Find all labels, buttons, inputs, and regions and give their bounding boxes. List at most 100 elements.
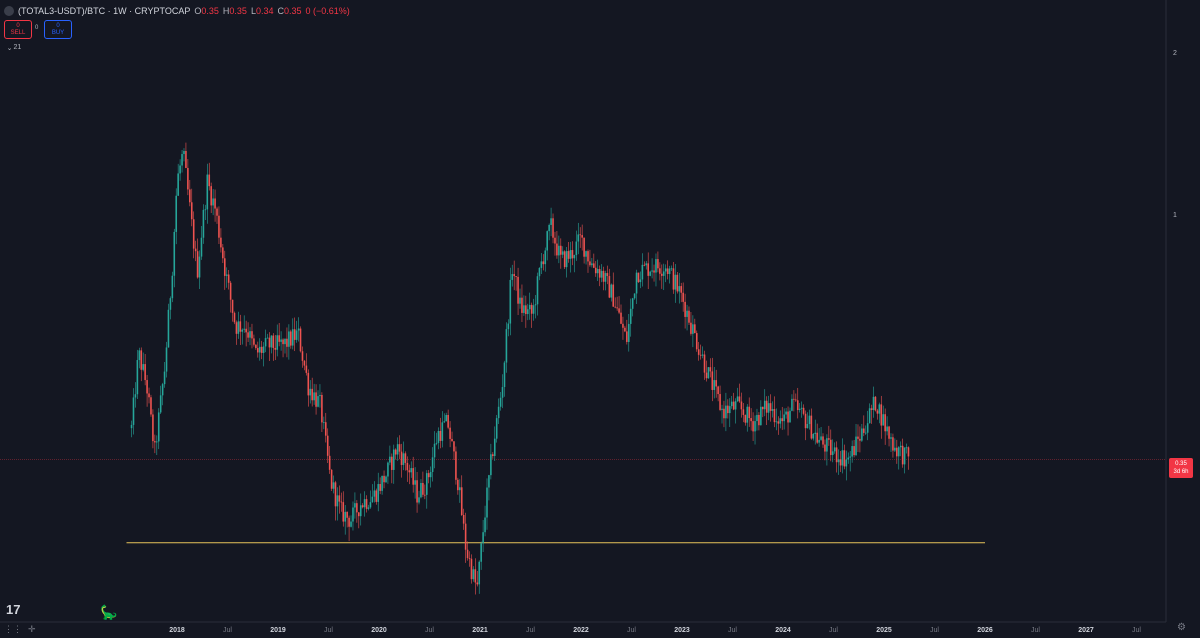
candle-body (167, 309, 170, 348)
candle-body (598, 269, 601, 278)
candle-body (276, 335, 279, 350)
candle-body (449, 427, 451, 439)
candle-body (629, 308, 632, 324)
candle-body (703, 354, 706, 373)
candle-body (596, 269, 599, 274)
candle-body (808, 415, 811, 425)
candle-body (777, 421, 780, 424)
candle-body (690, 322, 692, 334)
candle-body (220, 237, 222, 248)
candle-body (181, 154, 183, 166)
candle-body (189, 189, 191, 203)
candle-body (367, 507, 370, 509)
symbol-title[interactable]: (TOTAL3-USDT)/BTC · 1W · CRYPTOCAP (18, 6, 191, 16)
candle-body (608, 276, 611, 298)
drag-handle-icon[interactable]: ⋮⋮ (4, 624, 22, 634)
candle-body (831, 451, 834, 455)
candle-body (297, 328, 300, 331)
candle-body (455, 451, 457, 480)
candle-body (631, 298, 634, 309)
candle-body (323, 422, 325, 424)
candle-body (647, 263, 650, 276)
candle-body (793, 398, 795, 400)
candle-body (346, 511, 348, 518)
candle-body (573, 255, 576, 259)
candle-body (662, 271, 665, 276)
candle-body (437, 430, 440, 443)
candle-body (177, 173, 179, 196)
candle-body (268, 337, 271, 348)
candle-body (548, 224, 550, 232)
candle-body (796, 400, 799, 411)
sell-button[interactable]: 0 SELL (4, 20, 32, 39)
candle-body (814, 432, 817, 434)
candle-body (381, 475, 383, 491)
candle-body (725, 405, 727, 419)
candle-body (577, 234, 580, 242)
candle-body (392, 449, 395, 470)
candle-body (728, 406, 731, 414)
candle-body (868, 408, 871, 424)
candle-body (585, 251, 587, 257)
candle-body (156, 441, 158, 443)
candle-body (709, 367, 712, 372)
candle-body (606, 273, 609, 277)
candle-body (447, 414, 449, 428)
x-tick-label: Jul (526, 627, 535, 634)
candle-body (134, 394, 137, 398)
candle-body (556, 243, 558, 256)
candle-body (169, 298, 172, 310)
candle-body (789, 410, 791, 423)
candle-body (839, 459, 842, 466)
settings-gear-icon[interactable]: ⚙ (1177, 622, 1186, 633)
candle-body (635, 272, 638, 294)
candle-body (711, 371, 714, 390)
candle-body (501, 387, 504, 398)
candle-body (536, 276, 539, 305)
candle-body (262, 346, 265, 353)
candle-body (740, 401, 743, 410)
candle-body (324, 422, 327, 436)
candle-body (377, 484, 380, 502)
candle-body (851, 446, 853, 457)
chevron-down-icon: ⌄ (6, 44, 13, 52)
candle-body (486, 487, 488, 518)
candle-body (406, 462, 409, 471)
x-tick-label: 2026 (977, 627, 993, 634)
candle-body (540, 261, 543, 268)
dinosaur-icon[interactable]: 🦕 (100, 604, 118, 620)
candle-body (435, 442, 438, 444)
buy-label: BUY (51, 29, 65, 36)
candle-body (251, 331, 253, 339)
candle-body (594, 267, 597, 274)
candle-body (468, 558, 471, 559)
candle-body (150, 397, 152, 415)
candle-body (765, 400, 768, 413)
x-tick-label: Jul (324, 627, 333, 634)
x-tick-label: Jul (829, 627, 838, 634)
candle-body (348, 517, 350, 527)
candle-body (225, 274, 228, 276)
candle-body (439, 430, 442, 441)
candle-body (581, 235, 583, 238)
indicators-toggle[interactable]: ⌄ 21 (4, 42, 24, 53)
buy-button[interactable]: 0 BUY (44, 20, 72, 39)
candle-body (822, 436, 824, 445)
candle-body (249, 331, 251, 338)
candle-body (266, 337, 269, 339)
candle-body (330, 469, 333, 489)
candle-body (173, 231, 176, 276)
candle-body (404, 453, 407, 463)
candle-body (497, 406, 500, 419)
candle-body (627, 323, 630, 342)
candle-body (763, 400, 766, 410)
candle-body (235, 322, 238, 334)
crosshair-icon[interactable]: ✛ (28, 624, 36, 634)
candle-body (810, 415, 813, 439)
sell-price: 0 (16, 22, 20, 29)
candle-body (835, 447, 838, 463)
tradingview-logo[interactable]: 17 (6, 602, 21, 617)
candle-body (400, 451, 403, 465)
candle-body (519, 297, 521, 304)
